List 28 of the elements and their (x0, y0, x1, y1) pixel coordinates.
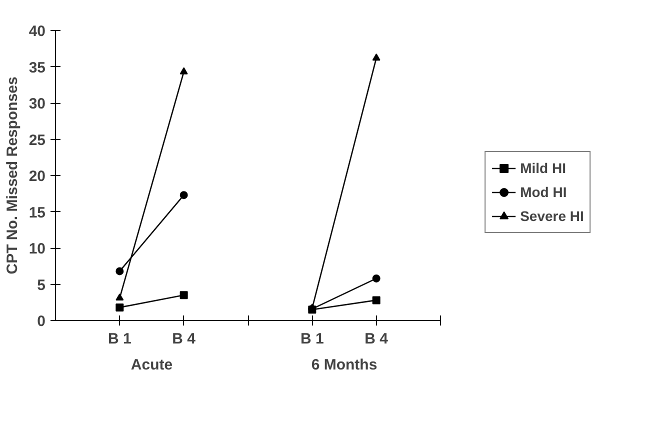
y-tick-label: 10 (28, 240, 46, 258)
text: Acute (130, 356, 173, 374)
point (180, 191, 188, 200)
text: 6 Months (311, 356, 378, 374)
point (116, 267, 124, 276)
legend-label: Mod HI (520, 184, 567, 200)
y-tick-label: 35 (28, 59, 46, 76)
y-tick-label: 25 (28, 132, 46, 149)
y-tick-label: 40 (28, 23, 46, 40)
point (180, 67, 188, 74)
x-tick-label: B 1 (108, 330, 132, 348)
point (180, 291, 188, 300)
x-tick-label: B 4 (172, 330, 196, 348)
y-axis-title: CPT No. Missed Responses (4, 76, 21, 274)
legend-label: Mild HI (520, 160, 566, 176)
point (372, 54, 380, 61)
y-tick-label: 5 (37, 276, 46, 294)
y-tick-label: 20 (28, 168, 46, 185)
x-tick-label: B 1 (300, 330, 324, 348)
y-tick-label: 15 (28, 204, 46, 222)
point (372, 274, 380, 282)
x-tick-label: B 4 (364, 330, 389, 348)
legend-label: Severe HI (520, 208, 584, 224)
y-tick-label: 0 (37, 313, 46, 330)
point (116, 293, 124, 301)
y-tick-label: 30 (28, 96, 46, 112)
point (116, 303, 124, 312)
point (372, 296, 380, 304)
